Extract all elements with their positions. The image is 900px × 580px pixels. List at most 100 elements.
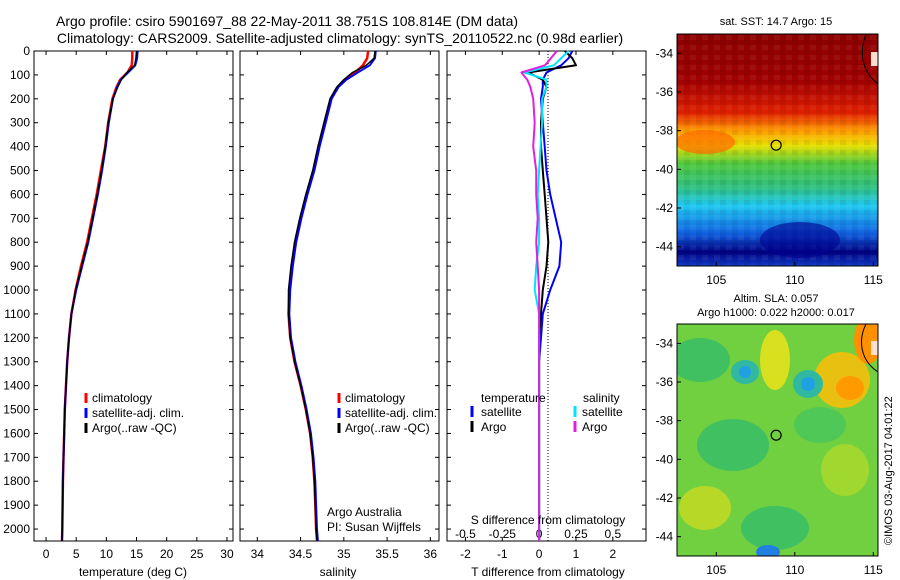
y-tick-label: 1800 [3,474,30,488]
salinity-difference-x-tick-label: -0.5 [455,527,476,541]
legend-label-argo: Argo(..raw -QC) [92,421,177,435]
sla-patch [801,377,815,391]
salinity-difference-x-tick-label: -0.25 [489,527,517,541]
temperature-x-tick-label: 0 [43,547,50,561]
legend-label-sal-argo: Argo [582,420,608,434]
sla-map-frame [676,323,879,557]
temperature-x-tick-label: 5 [73,547,80,561]
map-x-tick-label: 105 [706,273,726,287]
salinity-difference-x-tick-label: 0.5 [604,527,621,541]
temperature-x-tick-label: 25 [190,547,204,561]
y-tick-label: 400 [10,140,30,154]
argo-australia-annotation: Argo Australia [327,505,402,519]
y-tick-label: 900 [10,259,30,273]
y-tick-label: 100 [10,68,30,82]
salinity-plot-frame [239,50,440,542]
y-tick-label: 800 [10,235,30,249]
salinity-line-1 [288,50,377,542]
temperature-x-tick-label: 30 [220,547,234,561]
sla-patch [697,419,769,471]
salinity-difference-label: S difference from climatology [471,513,626,527]
y-tick-label: 300 [10,116,30,130]
difference-panel: -2 -1 0 1 2-0.5 -0.25 0 0.25 0.5 temperature sal… [446,50,647,579]
imos-credit: ©IMOS 03-Aug-2017 04:01:22 [883,396,895,545]
land-patch [871,341,878,355]
figure-title-line2: Climatology: CARS2009. Satellite-adjuste… [57,30,623,46]
map-y-tick-label: -44 [656,240,674,254]
temperature-difference-x-tick-label: 1 [573,547,580,561]
sla-float-marker-group [770,429,782,441]
figure-title-line1: Argo profile: csiro 5901697_88 22-May-20… [56,13,518,29]
temperature-x-tick-label: 20 [160,547,174,561]
temperature-difference-x-tick-label: -2 [460,547,471,561]
difference-series [520,50,577,541]
sla-patch [756,545,780,556]
temperature-x-tick-label: 15 [130,547,144,561]
salinity-x-tick-label: 34.5 [289,547,313,561]
sla-map-title-line2: Argo h1000: 0.022 h2000: 0.017 [697,307,855,319]
sst-map-title: sat. SST: 14.7 Argo: 15 [720,16,833,28]
temperature-axis-ticks: 0 5 10 15 20 25 30 [43,51,234,561]
y-tick-label: 1300 [3,355,30,369]
legend-label-argo: Argo(..raw -QC) [345,421,430,435]
legend-label-satellite: satellite-adj. clim. [345,406,437,420]
map-y-tick-label: -34 [656,336,674,350]
map-y-tick-label: -36 [656,375,674,389]
legend-title-temperature: temperature [481,391,546,405]
difference-plot-frame [446,50,647,542]
map-y-tick-label: -36 [656,85,674,99]
temperature-plot-frame [33,50,234,542]
y-tick-label: 500 [10,164,30,178]
temperature-legend: climatology satellite-adj. clim. Argo(..… [84,391,184,435]
temperature-line-2 [61,50,138,542]
legend-label-temp-argo: Argo [481,420,507,434]
y-tick-label: 0 [23,44,30,58]
map-y-tick-label: -40 [656,162,674,176]
y-tick-label: 1100 [4,307,30,321]
land-patch [871,52,878,66]
temperature-xlabel: temperature (deg C) [79,565,187,579]
map-y-tick-label: -34 [656,46,674,60]
difference-line-3 [520,50,558,541]
y-tick-label: 200 [10,92,30,106]
temperature-difference-x-tick-label: 2 [609,547,616,561]
sst-map-axis-ticks: 105 110 115 -34 -36 -38 -40 -42 -44 [656,46,884,287]
sla-patch [677,338,730,382]
sla-map-panel: Altim. SLA: 0.057 Argo h1000: 0.022 h200… [656,293,884,577]
sla-map-axis-ticks: 105 110 115 -34 -36 -38 -40 -42 -44 [656,336,884,577]
y-tick-label: 700 [10,211,30,225]
temperature-x-tick-label: 10 [100,547,114,561]
pi-annotation: PI: Susan Wijffels [327,520,421,534]
y-tick-label: 600 [10,187,30,201]
temperature-difference-x-tick-label: 0 [536,547,543,561]
map-x-tick-label: 115 [864,563,883,577]
sst-contour-line [861,34,878,85]
sst-warm-blob [677,130,735,154]
argo-float-marker [770,429,782,441]
difference-depth-ticks [447,50,646,530]
legend-label-climatology: climatology [92,391,152,405]
sla-patch [836,376,864,400]
sst-map-frame [676,33,879,267]
sla-patch [821,444,869,496]
y-tick-label: 1900 [3,498,30,512]
y-tick-label: 2000 [3,522,30,536]
legend-label-satellite: satellite-adj. clim. [92,406,184,420]
map-y-tick-label: -42 [656,201,674,215]
salinity-x-tick-label: 34 [251,547,265,561]
legend-label-sal-satellite: satellite [582,405,623,419]
sst-map-panel: sat. SST: 14.7 Argo: 15 105 110 115 -34 -36 -… [656,16,884,287]
argo-float-marker [770,139,782,151]
y-tick-label: 1500 [3,403,30,417]
sla-patch [794,407,846,443]
legend-title-salinity: salinity [583,391,620,405]
map-x-tick-label: 110 [785,273,804,287]
sla-patch [739,366,751,378]
map-y-tick-label: -38 [656,414,674,428]
legend-label-temp-satellite: satellite [481,405,522,419]
map-y-tick-label: -42 [656,491,674,505]
temperature-difference-x-tick-label: -1 [497,547,508,561]
difference-legend: temperature salinity satellite Argo sate… [470,391,623,434]
y-tick-label: 1000 [3,283,30,297]
